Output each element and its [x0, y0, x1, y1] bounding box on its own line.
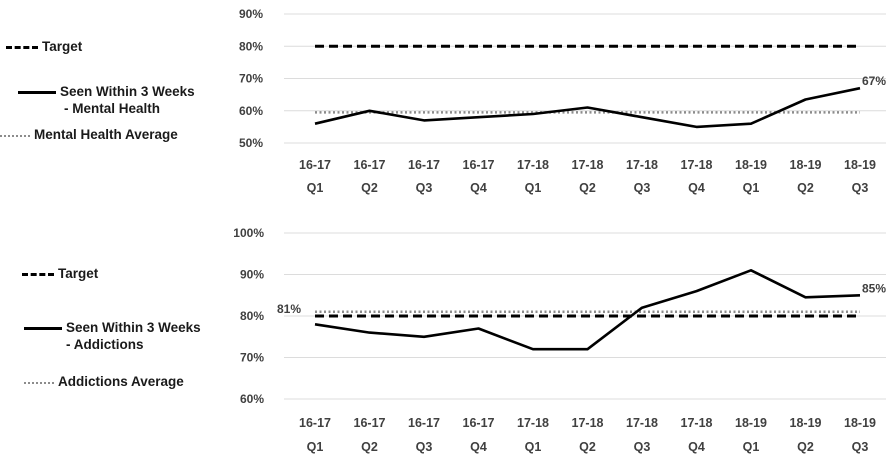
- legend-label-line-2: - Addictions: [66, 337, 144, 352]
- x-tick-label-quarter: Q3: [634, 440, 651, 454]
- legend-swatch-dashed: [6, 46, 38, 49]
- x-tick-label-quarter: Q3: [634, 181, 651, 195]
- x-tick-label: 17-18: [681, 158, 713, 172]
- x-tick-label-quarter: Q3: [852, 440, 869, 454]
- x-tick-label: 17-18: [626, 158, 658, 172]
- x-tick-label: 17-18: [572, 158, 604, 172]
- x-tick-label-quarter: Q2: [797, 181, 814, 195]
- x-tick-label: 16-17: [463, 158, 495, 172]
- x-tick-label: 18-19: [790, 158, 822, 172]
- x-tick-label: 16-17: [354, 158, 386, 172]
- x-tick-label-quarter: Q2: [361, 181, 378, 195]
- legend-label: Addictions Average: [58, 374, 184, 389]
- x-tick-label: 18-19: [735, 158, 767, 172]
- x-tick-label-quarter: Q1: [525, 181, 542, 195]
- legend-item-average: Addictions Average: [24, 373, 184, 390]
- x-tick-label-quarter: Q1: [743, 181, 760, 195]
- legend-label: Seen Within 3 Weeks - Addictions: [66, 319, 201, 353]
- y-tick-label: 60%: [239, 104, 263, 118]
- x-tick-label: 17-18: [517, 158, 549, 172]
- addictions-chart-plot: 60% 70% 80% 90% 100% 16-17 Q1 16-17 Q2 16-17 Q3 16-…: [233, 226, 886, 454]
- x-tick-label-quarter: Q4: [470, 181, 487, 195]
- x-tick-label: 17-18: [626, 416, 658, 430]
- legend-label: Mental Health Average: [34, 127, 178, 142]
- x-tick-label-quarter: Q1: [307, 440, 324, 454]
- data-label: 85%: [862, 281, 886, 295]
- legend-label-line-1: Seen Within 3 Weeks: [66, 320, 201, 335]
- data-label: 81%: [277, 302, 301, 316]
- legend-swatch-dashed: [22, 273, 54, 276]
- legend-item-seen-within-3-weeks: Seen Within 3 Weeks - Mental Health: [18, 83, 195, 117]
- data-label: 67%: [862, 74, 886, 88]
- x-tick-label: 16-17: [463, 416, 495, 430]
- series-line-solid: [314, 86, 861, 129]
- x-tick-label: 16-17: [299, 158, 331, 172]
- legend-label: Target: [58, 266, 99, 281]
- legend-swatch-dotted: [24, 382, 54, 384]
- y-tick-label: 50%: [239, 136, 263, 150]
- legend-swatch-solid: [18, 91, 56, 94]
- legend-item-target: Target: [22, 265, 98, 282]
- x-tick-label-quarter: Q3: [852, 181, 869, 195]
- x-tick-label: 18-19: [844, 158, 876, 172]
- legend-label: Seen Within 3 Weeks - Mental Health: [60, 83, 195, 117]
- x-tick-label: 18-19: [844, 416, 876, 430]
- y-tick-label: 60%: [240, 392, 264, 406]
- x-tick-label: 16-17: [299, 416, 331, 430]
- legend-swatch-dotted: [0, 135, 30, 137]
- legend-item-average: Mental Health Average: [0, 126, 178, 143]
- legend-label: Target: [42, 39, 83, 54]
- x-tick-label-quarter: Q1: [307, 181, 324, 195]
- x-tick-label: 17-18: [517, 416, 549, 430]
- series-line-solid: [314, 268, 861, 351]
- y-tick-label: 100%: [233, 226, 264, 240]
- x-tick-label-quarter: Q2: [579, 440, 596, 454]
- legend-label-line-1: Seen Within 3 Weeks: [60, 84, 195, 99]
- x-tick-label-quarter: Q2: [797, 440, 814, 454]
- y-tick-label: 90%: [239, 7, 263, 21]
- x-tick-label-quarter: Q4: [688, 440, 705, 454]
- x-tick-label: 16-17: [408, 158, 440, 172]
- mental-health-chart-plot: 50% 60% 70% 80% 90% 16-17 Q1 16-17 Q2 16-17 Q3 16-1…: [239, 7, 886, 195]
- y-tick-label: 70%: [240, 351, 264, 365]
- y-tick-label: 70%: [239, 72, 263, 86]
- x-tick-label-quarter: Q2: [361, 440, 378, 454]
- x-tick-label-quarter: Q4: [688, 181, 705, 195]
- legend-label-line-2: - Mental Health: [64, 101, 161, 116]
- y-tick-label: 90%: [240, 268, 264, 282]
- legend-item-seen-within-3-weeks: Seen Within 3 Weeks - Addictions: [24, 319, 201, 353]
- x-tick-label-quarter: Q4: [470, 440, 487, 454]
- addictions-chart: 60% 70% 80% 90% 100% 16-17 Q1 16-17 Q2 16-17 Q3 16-…: [0, 218, 886, 460]
- legend-swatch-solid: [24, 327, 62, 330]
- mental-health-chart: 50% 60% 70% 80% 90% 16-17 Q1 16-17 Q2 16-17 Q3 16-1…: [0, 0, 886, 218]
- x-tick-label: 18-19: [735, 416, 767, 430]
- x-tick-label-quarter: Q2: [579, 181, 596, 195]
- y-tick-label: 80%: [240, 309, 264, 323]
- x-tick-label: 17-18: [572, 416, 604, 430]
- x-tick-label: 16-17: [354, 416, 386, 430]
- x-tick-label: 16-17: [408, 416, 440, 430]
- x-tick-label-quarter: Q1: [525, 440, 542, 454]
- x-tick-label-quarter: Q3: [416, 181, 433, 195]
- x-tick-label: 17-18: [681, 416, 713, 430]
- y-tick-label: 80%: [239, 39, 263, 53]
- x-tick-label-quarter: Q3: [416, 440, 433, 454]
- x-tick-label-quarter: Q1: [743, 440, 760, 454]
- legend-item-target: Target: [6, 38, 82, 55]
- x-tick-label: 18-19: [790, 416, 822, 430]
